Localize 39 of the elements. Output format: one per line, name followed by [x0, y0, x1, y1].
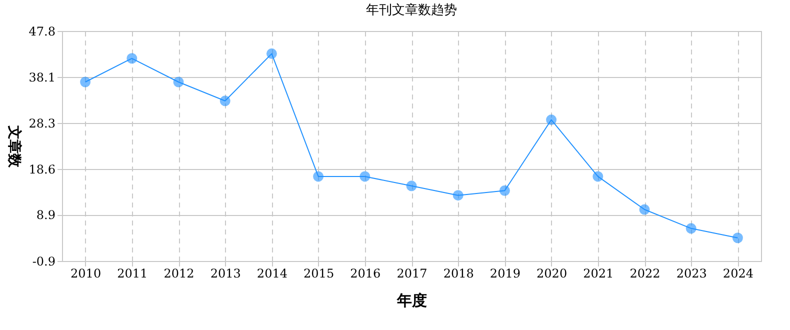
point [732, 232, 743, 244]
point [592, 171, 604, 182]
y-axis-title: 文章数 [6, 124, 23, 168]
point [313, 171, 324, 182]
y-tick-label: 38.1 [28, 70, 56, 84]
y-tick-label: 8.9 [36, 208, 56, 222]
x-tick-label: 2012 [164, 266, 194, 280]
point [406, 180, 417, 192]
x-tick-label: 2019 [490, 266, 520, 280]
x-tick-label: 2015 [304, 266, 334, 280]
point [546, 114, 557, 126]
x-tick-label: 2010 [70, 266, 102, 280]
point [220, 96, 230, 106]
y-tick-label: 18.6 [28, 162, 56, 176]
x-tick-label: 2021 [583, 266, 614, 280]
point [452, 190, 464, 201]
point [126, 53, 138, 64]
point [266, 48, 277, 59]
chart-title: 年刊文章数趋势 [366, 3, 457, 18]
x-tick-label: 2014 [256, 266, 288, 280]
x-tick-label: 2022 [630, 266, 660, 280]
x-tick-label: 2016 [350, 266, 381, 280]
x-tick-label: 2013 [210, 266, 241, 280]
y-tick-label: 47.8 [28, 24, 56, 38]
point [686, 223, 696, 234]
x-tick-label: 2024 [722, 266, 754, 280]
y-tick-label: -0.9 [32, 254, 56, 268]
point [360, 171, 370, 182]
x-tick-label: 2018 [443, 266, 474, 280]
x-tick-label: 2011 [117, 266, 148, 280]
y-tick-label: 28.3 [28, 116, 56, 131]
x-axis-title: 年度 [396, 292, 427, 310]
point [80, 76, 91, 88]
x-tick-label: 2023 [676, 266, 707, 280]
point [639, 204, 650, 215]
x-tick-label: 2017 [396, 266, 428, 280]
point [499, 185, 510, 196]
point [173, 76, 184, 88]
x-tick-label: 2020 [536, 266, 568, 280]
